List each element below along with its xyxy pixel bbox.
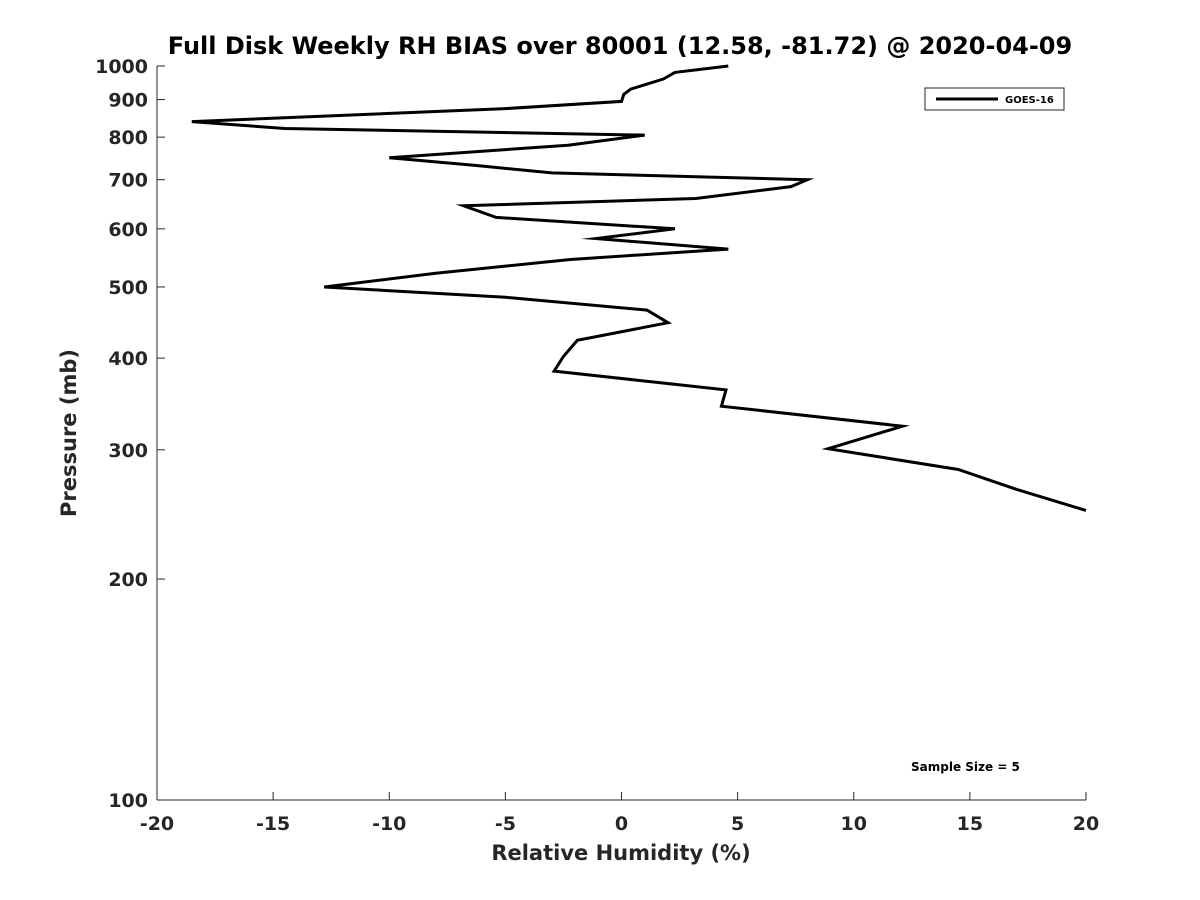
x-tick-label: -5 <box>495 813 516 835</box>
y-tick-label: 600 <box>108 219 148 241</box>
y-tick-label: 400 <box>108 348 148 370</box>
x-tick-label: 10 <box>841 813 867 835</box>
y-tick-label: 900 <box>108 90 148 112</box>
x-tick-label: -15 <box>256 813 290 835</box>
y-axis-ticks: 100 200 300 400 500 600 700 800 900 1000 <box>95 56 165 812</box>
x-tick-label: -10 <box>372 813 406 835</box>
y-tick-label: 1000 <box>95 56 148 78</box>
y-tick-label: 300 <box>108 440 148 462</box>
sample-size-annotation: Sample Size = 5 <box>911 760 1020 774</box>
legend-label-goes-16: GOES-16 <box>1005 95 1054 106</box>
y-tick-label: 100 <box>108 790 148 812</box>
x-tick-label: 15 <box>957 813 983 835</box>
y-axis-label: Pressure (mb) <box>57 349 81 517</box>
series-layer <box>191 64 1087 512</box>
y-tick-label: 200 <box>108 569 148 591</box>
x-axis-ticks: -20 -15 -10 -5 0 5 10 15 20 <box>140 792 1099 835</box>
x-tick-label: 5 <box>731 813 744 835</box>
y-tick-label: 500 <box>108 277 148 299</box>
x-tick-label: 20 <box>1073 813 1099 835</box>
y-tick-label: 700 <box>108 170 148 192</box>
x-tick-label: -20 <box>140 813 174 835</box>
chart-title: Full Disk Weekly RH BIAS over 80001 (12.… <box>168 32 1072 60</box>
y-tick-label: 800 <box>108 127 148 149</box>
x-tick-label: 0 <box>615 813 628 835</box>
legend: GOES-16 <box>924 87 1065 111</box>
series-line-goes-16 <box>191 64 1087 512</box>
x-axis-label: Relative Humidity (%) <box>491 841 750 865</box>
